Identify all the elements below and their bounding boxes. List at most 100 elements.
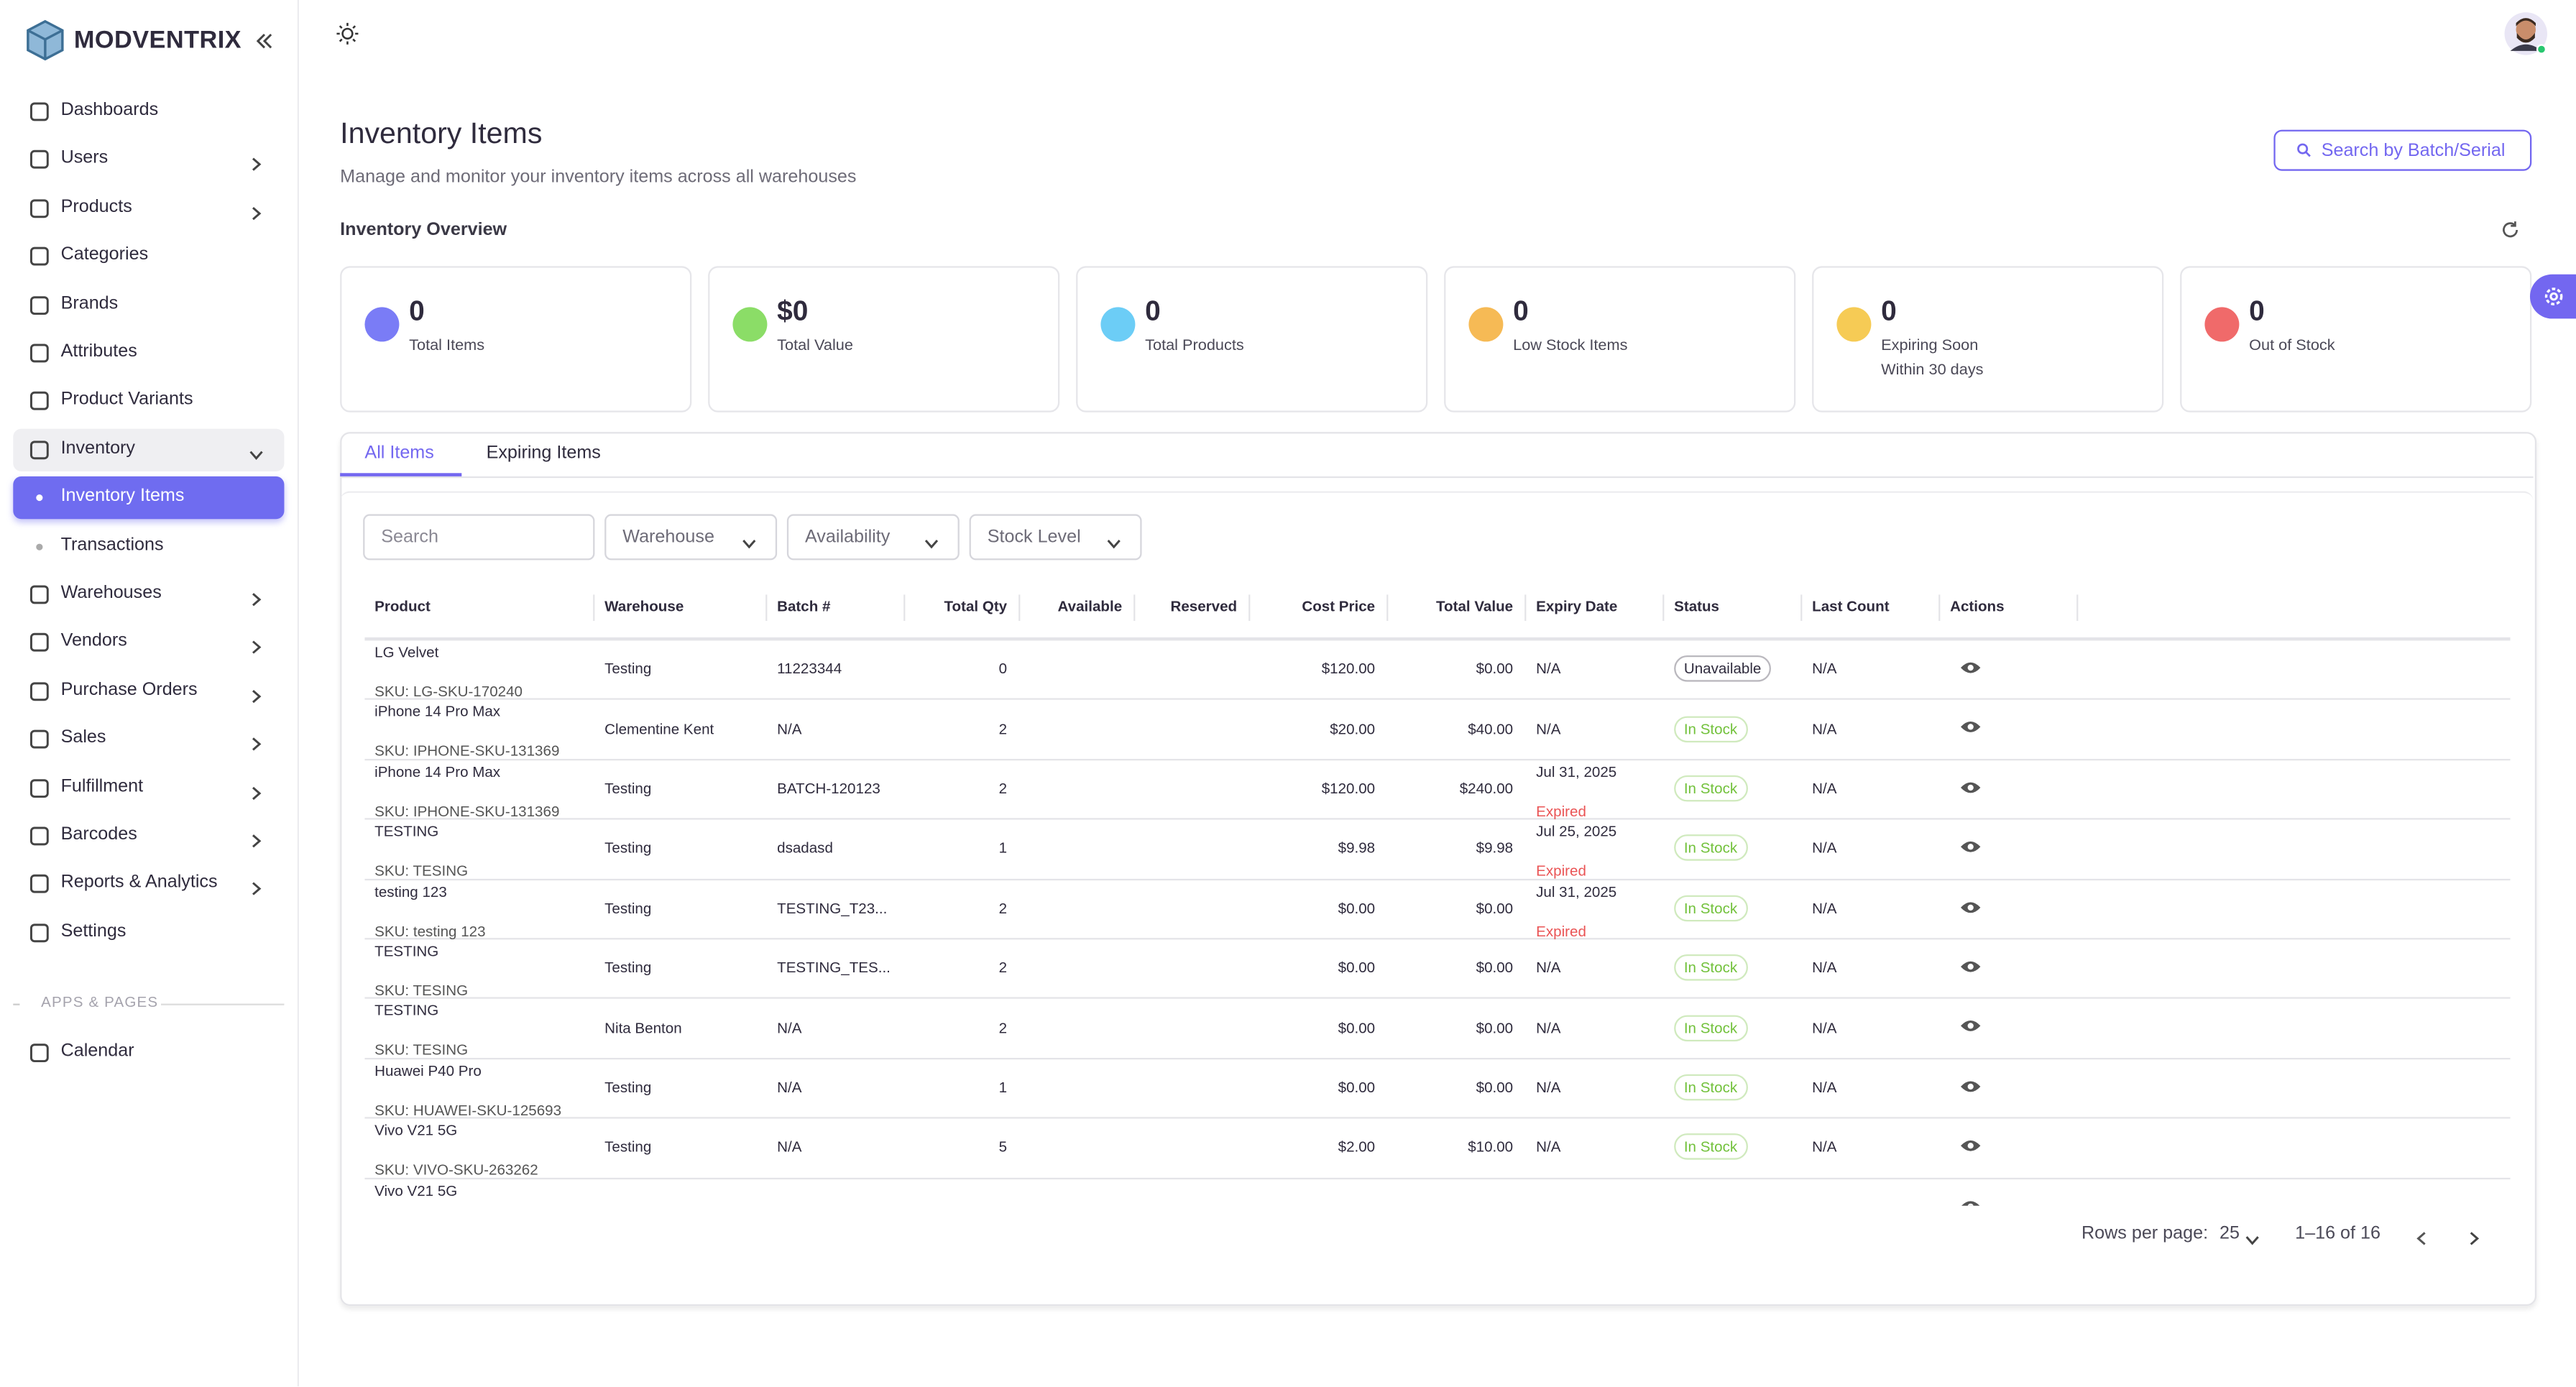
nav-item[interactable]: Inventory <box>13 428 285 471</box>
table-row: TESTING SKU: TESING Nita Benton N/A 2 $0.00 $0… <box>364 1000 2511 1059</box>
nav-item[interactable]: Dashboards <box>13 91 284 133</box>
customizer-button[interactable] <box>2529 274 2576 319</box>
cell-batch: BATCH-120123 <box>777 780 880 797</box>
nav-chevron <box>248 441 264 471</box>
status-chip: In Stock <box>1674 1014 1747 1041</box>
column-divider <box>1938 594 1941 621</box>
nav-item[interactable]: Brands <box>13 283 284 326</box>
table-row: testing 123 SKU: testing 123 Testing TESTIN… <box>364 880 2511 940</box>
nav-item[interactable]: Barcodes <box>13 815 284 857</box>
cell-total-value: $10.00 <box>1468 1138 1514 1156</box>
table-body: LG Velvet SKU: LG-SKU-170240 Testing 112233… <box>0 640 2576 1206</box>
rows-chevron-svg <box>2245 1236 2259 1245</box>
avatar[interactable] <box>2503 11 2548 56</box>
stat-icon <box>1468 307 1504 342</box>
search-input[interactable]: Search <box>363 514 595 561</box>
nav-item[interactable]: Transactions <box>13 525 284 567</box>
view-action[interactable] <box>1960 714 1982 743</box>
nav-item[interactable]: Categories <box>13 235 284 277</box>
rows-chevron <box>2244 1227 2260 1256</box>
cell-cost-price: $0.00 <box>1338 959 1376 977</box>
nav-label: Transactions <box>60 535 164 555</box>
nav-item[interactable]: Fulfillment <box>13 766 284 808</box>
product-sku: SKU: VIVO-SKU-263262 <box>374 1161 538 1179</box>
select-filter[interactable]: Availability <box>786 514 960 561</box>
column-divider <box>1386 594 1389 621</box>
stat-icon <box>732 307 768 342</box>
view-action[interactable] <box>1960 833 1982 862</box>
nav-item[interactable]: Products <box>13 187 284 229</box>
expiry-date: N/A <box>1536 959 1561 977</box>
nav-label: Settings <box>60 921 126 941</box>
nav-item[interactable]: Calendar <box>13 1031 284 1074</box>
view-action[interactable] <box>1960 953 1982 982</box>
nav-label: Attributes <box>60 341 137 361</box>
cell-warehouse: Testing <box>604 900 652 916</box>
cell-cost-price: $120.00 <box>1321 660 1376 678</box>
nav-item[interactable]: Reports & Analytics <box>13 863 284 906</box>
select-chevron <box>924 530 940 560</box>
nav-icon <box>28 776 51 807</box>
nav-icon-svg <box>29 198 49 218</box>
select-filter[interactable]: Warehouse <box>604 514 778 561</box>
nav-item[interactable]: Purchase Orders <box>13 670 284 712</box>
nav-item[interactable]: Inventory Items <box>13 476 285 520</box>
view-action[interactable] <box>1960 1192 1982 1206</box>
stat-label: Total Value <box>777 336 853 355</box>
expiry-date: N/A <box>1536 1138 1561 1156</box>
next-page[interactable] <box>2466 1225 2483 1255</box>
items-panel <box>340 432 2537 1307</box>
select-filter[interactable]: Stock Level <box>969 514 1142 561</box>
product-name: Vivo V21 5G <box>374 1181 458 1199</box>
cell-batch: dsadasd <box>777 839 833 857</box>
view-action[interactable] <box>1960 1013 1982 1042</box>
nav-chevron-svg <box>252 737 262 751</box>
view-action[interactable] <box>1960 654 1982 683</box>
nav-item[interactable]: Sales <box>13 718 284 760</box>
product-name: Vivo V21 5G <box>374 1122 458 1139</box>
cell-total-value: $0.00 <box>1476 900 1514 916</box>
collapse-button[interactable] <box>254 31 274 50</box>
search-batch-button[interactable]: Search by Batch/Serial <box>2273 129 2532 171</box>
cell-total-qty: 0 <box>998 660 1008 678</box>
stat-value: $0 <box>777 295 809 327</box>
view-action-svg <box>1960 901 1981 913</box>
nav-chevron-svg <box>252 883 262 896</box>
select-label: Availability <box>804 527 891 548</box>
tab[interactable]: Expiring Items <box>486 443 601 464</box>
refresh-button[interactable] <box>2501 220 2520 239</box>
prev-page[interactable] <box>2414 1225 2430 1255</box>
nav-icon <box>28 390 51 421</box>
nav-item[interactable]: Users <box>13 139 284 181</box>
product-name: TESTING <box>374 823 439 840</box>
product-name: LG Velvet <box>374 643 439 660</box>
tab[interactable]: All Items <box>364 443 434 464</box>
theme-toggle[interactable] <box>335 22 359 46</box>
nav-item[interactable]: Attributes <box>13 332 284 374</box>
nav-item[interactable]: Warehouses <box>13 573 284 616</box>
cell-last-count: N/A <box>1812 900 1837 916</box>
column-divider <box>765 594 768 621</box>
expiry-date: Jul 31, 2025 <box>1536 883 1617 900</box>
product-name: TESTING <box>374 942 439 959</box>
cell-cost-price: $120.00 <box>1321 780 1376 797</box>
column-header: Status <box>1674 597 1720 614</box>
product-sku: SKU: TESING <box>374 862 469 880</box>
nav-item[interactable]: Settings <box>13 911 284 954</box>
table-row: Huawei P40 Pro SKU: HUAWEI-SKU-125693 Test… <box>364 1059 2511 1119</box>
status-chip: In Stock <box>1674 834 1747 862</box>
view-action[interactable] <box>1960 1072 1982 1102</box>
nav-chevron-svg <box>252 689 262 703</box>
expiry-date: N/A <box>1536 720 1561 737</box>
nav-item[interactable]: Vendors <box>13 622 284 664</box>
rows-per-page[interactable]: 25 <box>2219 1223 2240 1244</box>
nav-bullet <box>36 543 43 550</box>
nav-item[interactable]: Product Variants <box>13 380 284 423</box>
product-sku: SKU: TESING <box>374 982 469 999</box>
nav-icon-svg <box>29 247 49 266</box>
view-action[interactable] <box>1960 773 1982 803</box>
view-action[interactable] <box>1960 893 1982 922</box>
view-action[interactable] <box>1960 1132 1982 1161</box>
product-sku: SKU: IPHONE-SKU-131369 <box>374 743 560 760</box>
expiry-note: Expired <box>1536 922 1586 939</box>
